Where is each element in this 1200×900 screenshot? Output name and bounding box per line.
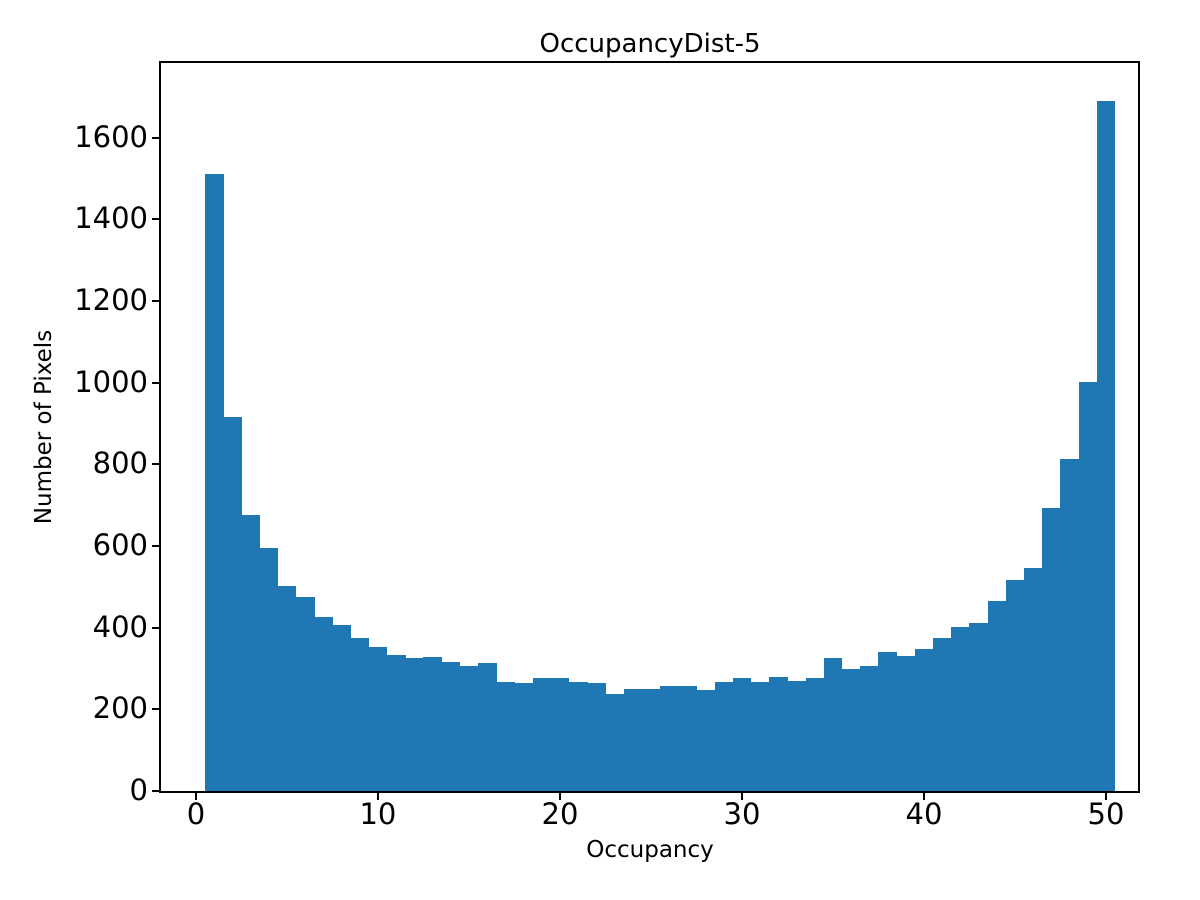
histogram-bar bbox=[987, 600, 1007, 791]
histogram-bar bbox=[696, 689, 716, 791]
histogram-bar bbox=[1005, 579, 1025, 791]
y-tick-label: 0 bbox=[129, 773, 148, 807]
histogram-bar bbox=[787, 680, 807, 791]
histogram-bar bbox=[496, 682, 515, 791]
histogram-bar bbox=[769, 676, 788, 791]
histogram-bar bbox=[478, 663, 497, 791]
histogram-bar bbox=[441, 662, 461, 791]
histogram-bar bbox=[587, 682, 606, 791]
y-tick-mark bbox=[152, 136, 159, 139]
y-tick-mark bbox=[152, 708, 159, 711]
x-tick-mark bbox=[1104, 793, 1107, 800]
x-tick-label: 20 bbox=[541, 797, 579, 831]
histogram-bar bbox=[569, 682, 588, 791]
histogram-bar bbox=[550, 677, 570, 791]
histogram-bar bbox=[350, 638, 370, 791]
histogram-bar bbox=[1096, 100, 1116, 791]
histogram-bar bbox=[1060, 458, 1080, 791]
x-tick-mark bbox=[740, 793, 743, 800]
histogram-bar bbox=[1078, 381, 1098, 791]
histogram-bar bbox=[660, 685, 679, 791]
chart-title: OccupancyDist-5 bbox=[539, 29, 761, 59]
histogram-bar bbox=[423, 656, 443, 791]
histogram-bar bbox=[605, 693, 625, 791]
histogram-bar bbox=[878, 652, 898, 791]
histogram-bar bbox=[623, 688, 643, 791]
histogram-bar bbox=[914, 648, 934, 791]
x-tick-mark bbox=[922, 793, 925, 800]
histogram-bar bbox=[223, 417, 242, 791]
x-tick-label: 50 bbox=[1087, 797, 1125, 831]
histogram-bar bbox=[678, 685, 697, 791]
y-tick-mark bbox=[152, 545, 159, 548]
histogram-bar bbox=[1024, 568, 1043, 791]
y-tick-label: 1000 bbox=[74, 364, 148, 399]
histogram-bar bbox=[969, 623, 989, 791]
x-tick-mark bbox=[376, 793, 379, 800]
x-tick-label: 40 bbox=[905, 797, 943, 831]
histogram-bar bbox=[368, 647, 388, 791]
histogram-bar bbox=[933, 637, 952, 791]
plot-area bbox=[159, 61, 1140, 793]
histogram-bar bbox=[314, 616, 333, 791]
y-tick-mark bbox=[152, 463, 159, 466]
x-axis-label: Occupancy bbox=[586, 837, 714, 863]
histogram-bar bbox=[387, 655, 406, 791]
y-tick-label: 200 bbox=[92, 691, 148, 726]
histogram-bar bbox=[259, 548, 279, 791]
histogram-bar bbox=[641, 688, 661, 791]
y-tick-label: 1200 bbox=[74, 283, 148, 318]
y-tick-label: 600 bbox=[92, 528, 148, 563]
y-tick-label: 800 bbox=[92, 446, 148, 481]
y-tick-label: 400 bbox=[92, 609, 148, 644]
histogram-bar bbox=[805, 677, 825, 791]
histogram-bar bbox=[823, 658, 843, 791]
y-tick-mark bbox=[152, 381, 159, 384]
histogram-bar bbox=[896, 655, 916, 791]
histogram-bar bbox=[714, 681, 734, 791]
x-tick-label: 10 bbox=[359, 797, 397, 831]
y-tick-mark bbox=[152, 626, 159, 629]
y-axis-label: Number of Pixels bbox=[31, 329, 57, 525]
histogram-bar bbox=[241, 515, 261, 791]
y-tick-mark bbox=[152, 218, 159, 221]
histogram-bar bbox=[751, 681, 770, 791]
y-tick-mark bbox=[152, 790, 159, 792]
histogram-bar bbox=[332, 625, 352, 791]
x-tick-label: 30 bbox=[723, 797, 761, 831]
histogram-bar bbox=[296, 597, 315, 791]
histogram-bar bbox=[277, 585, 297, 791]
histogram-bar bbox=[1042, 508, 1061, 791]
histogram-bar bbox=[514, 683, 534, 791]
histogram-bar bbox=[860, 666, 879, 791]
x-tick-mark bbox=[558, 793, 561, 800]
histogram-bar bbox=[842, 668, 861, 791]
y-tick-label: 1400 bbox=[74, 201, 148, 236]
histogram-bar bbox=[459, 666, 479, 791]
histogram-bar bbox=[732, 678, 752, 791]
y-tick-mark bbox=[152, 300, 159, 303]
histogram-bars bbox=[161, 63, 1138, 791]
histogram-bar bbox=[951, 626, 970, 791]
x-tick-label: 0 bbox=[186, 797, 206, 831]
histogram-bar bbox=[405, 657, 424, 791]
histogram-bar bbox=[205, 174, 224, 791]
y-tick-label: 1600 bbox=[74, 119, 148, 154]
histogram-bar bbox=[532, 677, 552, 791]
x-tick-mark bbox=[194, 793, 197, 800]
